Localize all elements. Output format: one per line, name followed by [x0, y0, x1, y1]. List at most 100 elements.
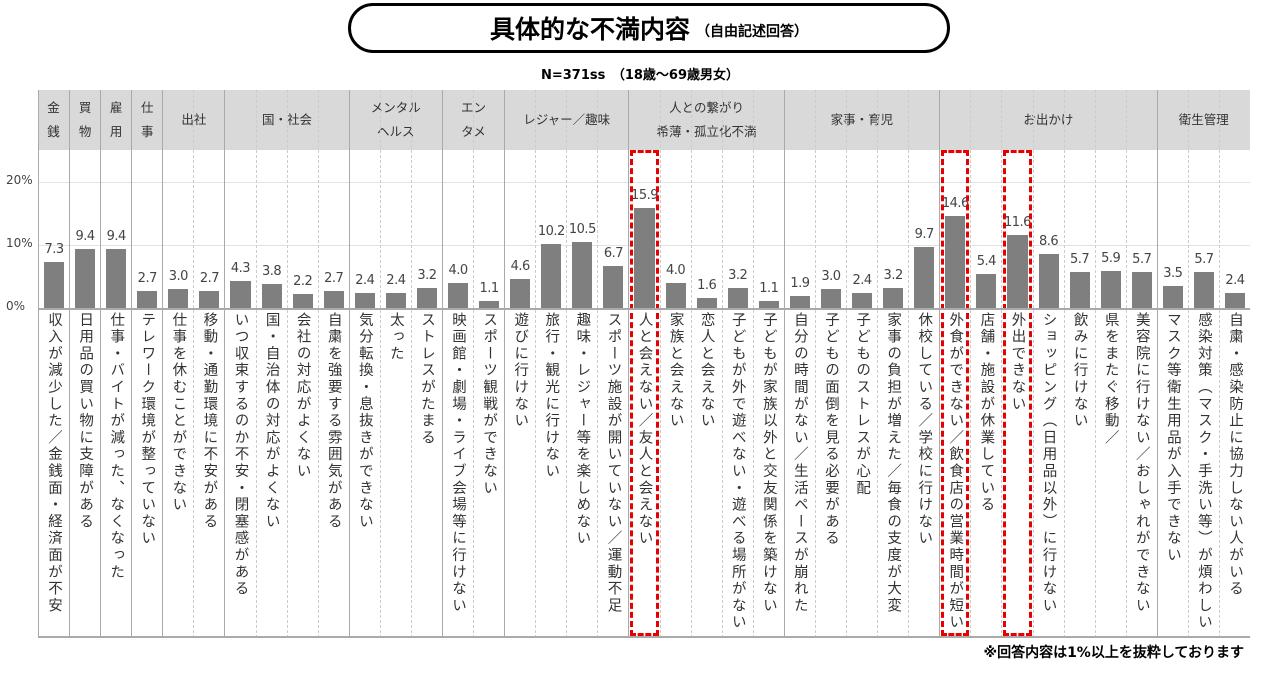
data-label: 14.6: [941, 196, 969, 212]
bar: [665, 282, 686, 308]
category-label: 趣味・レジャー等を楽しめない: [567, 312, 597, 547]
bar: [1162, 285, 1183, 308]
category-label: 映画館・劇場・ライブ会場等に行けない: [443, 312, 473, 614]
category-label: スポーツ観戦ができない: [474, 312, 504, 497]
chart-title: 具体的な不満内容: [489, 15, 690, 44]
category-label: ショッピング（日用品以外）に行けない: [1034, 312, 1064, 614]
bar: [75, 248, 96, 308]
category-label-text: テレワーク環境が整っていない: [139, 312, 156, 548]
bar: [976, 273, 997, 308]
category-label: 飲みに行けない: [1065, 312, 1095, 430]
data-label: 2.4: [386, 272, 406, 288]
bar: [292, 294, 313, 308]
category-label: 仕事を休むことができない: [163, 312, 193, 514]
category-label-text: 子どものストレスが心配: [854, 312, 871, 497]
bar: [852, 292, 873, 308]
bar: [789, 296, 810, 308]
category-label: 日用品の買い物に支障がある: [70, 312, 100, 530]
category-label-text: 自分の時間がない／生活ペースが崩れた: [791, 312, 808, 615]
category-label-text: 移動・通勤環境に不安がある: [201, 312, 218, 531]
data-label: 9.4: [106, 228, 127, 244]
bar-column: 3.5 マスク等衛生用品が入手できない: [1156, 90, 1188, 638]
category-label-text: 美容院に行けない／おしゃれができない: [1133, 312, 1150, 615]
bar: [541, 243, 562, 308]
bar: [1100, 270, 1121, 308]
category-label-text: スポーツ施設が開いていない／運動不足: [605, 312, 622, 615]
bar-column: 3.2 家事の負担が増えた／毎食の支度が大変: [877, 90, 908, 638]
data-label: 4.3: [230, 260, 251, 276]
category-label-text: 外出できない: [1009, 312, 1026, 413]
category-label: 会社の対応がよくない: [288, 312, 318, 480]
category-label: 国・自治体の対応がよくない: [257, 312, 287, 530]
bar: [479, 301, 500, 308]
data-label: 5.7: [1132, 252, 1152, 268]
category-label: ストレスがたまる: [412, 312, 442, 446]
data-label: 10.5: [568, 221, 596, 237]
bar-column: 9.7 休校している／学校に行けない: [908, 90, 939, 638]
category-label: 休校している／学校に行けない: [909, 312, 939, 547]
data-label: 5.4: [976, 253, 997, 269]
category-label: 旅行・観光に行けない: [536, 312, 566, 480]
bar-column: 6.7 スポーツ施設が開いていない／運動不足: [597, 90, 628, 638]
bar-column: 4.0 映画館・劇場・ライブ会場等に行けない: [442, 90, 473, 638]
bar: [230, 280, 251, 308]
category-label-text: 子どもの面倒を見る必要がある: [822, 312, 839, 548]
data-label: 3.2: [728, 267, 748, 283]
bar-column: 2.7 自粛を強要する雰囲気がある: [317, 90, 349, 638]
bar: [696, 297, 717, 308]
data-label: 2.4: [355, 272, 375, 288]
category-label-text: 飲みに行けない: [1071, 312, 1088, 430]
bar-column: 1.9 自分の時間がない／生活ペースが崩れた: [783, 90, 815, 638]
bar-column: 9.4 日用品の買い物に支障がある: [69, 90, 100, 638]
category-label: 遊びに行けない: [505, 312, 535, 430]
bar-column: 2.4 自粛・感染防止に協力しない人がいる: [1218, 90, 1250, 638]
bar: [727, 287, 748, 308]
data-label: 7.3: [44, 242, 64, 257]
category-label: スポーツ施設が開いていない／運動不足: [598, 312, 628, 614]
bar-column: 2.4 太った: [379, 90, 411, 638]
category-label-text: 映画館・劇場・ライブ会場等に行けない: [450, 312, 467, 615]
category-label-text: ショッピング（日用品以外）に行けない: [1040, 312, 1057, 615]
bar-column: 3.2 ストレスがたまる: [410, 90, 442, 638]
bar: [44, 262, 65, 308]
category-label-text: 恋人と会えない: [698, 312, 715, 430]
category-label-text: 感染対策（マスク・手洗い等）が煩わしい: [1195, 312, 1212, 632]
data-label: 11.6: [1003, 214, 1031, 230]
bar-column: 2.2 会社の対応がよくない: [286, 90, 318, 638]
bar: [385, 292, 406, 308]
data-label: 1.6: [697, 277, 717, 293]
data-label: 8.6: [1038, 233, 1059, 249]
bar-column: 1.6 恋人と会えない: [690, 90, 722, 638]
x-axis-line: [38, 308, 1250, 310]
bar-chart: 金 銭買 物雇 用仕 事出社 国・社会 メンタル ヘルス エン タメ レジャー／趣味 人と…: [38, 90, 1250, 638]
data-label: 2.7: [199, 270, 220, 286]
bar-column: 10.2 旅行・観光に行けない: [535, 90, 566, 638]
data-label: 5.9: [1101, 250, 1121, 266]
bar-column: 1.1 子どもが家族以外と交友関係を築けない: [752, 90, 784, 638]
category-label-text: 旅行・観光に行けない: [543, 312, 560, 480]
category-label: テレワーク環境が整っていない: [132, 312, 162, 547]
bar: [1069, 272, 1090, 308]
category-label: 太った: [381, 312, 411, 362]
bar: [416, 287, 438, 308]
data-label: 1.9: [790, 276, 810, 292]
title-box: 具体的な不満内容 （自由記述回答）: [348, 3, 950, 53]
data-label: 9.4: [75, 228, 96, 244]
bar: [1038, 253, 1059, 308]
data-label: 2.7: [137, 270, 158, 286]
category-label: 人と会えない／友人と会えない: [629, 312, 659, 547]
bar: [1224, 292, 1246, 308]
data-label: 2.4: [852, 272, 872, 288]
data-label: 4.0: [448, 262, 468, 278]
data-label: 15.9: [631, 187, 658, 203]
bar: [758, 301, 779, 308]
category-label: 恋人と会えない: [692, 312, 722, 430]
gridline-20: [38, 182, 1250, 183]
bar: [1193, 272, 1214, 308]
category-label: 美容院に行けない／おしゃれができない: [1127, 312, 1157, 614]
data-label: 2.7: [324, 270, 344, 286]
bar-column: 3.8 国・自治体の対応がよくない: [255, 90, 287, 638]
category-label-text: 自粛・感染防止に協力しない人がいる: [1227, 312, 1243, 598]
chart-title-note: （自由記述回答）: [696, 24, 808, 40]
category-label: 自粛・感染防止に協力しない人がいる: [1220, 312, 1250, 598]
